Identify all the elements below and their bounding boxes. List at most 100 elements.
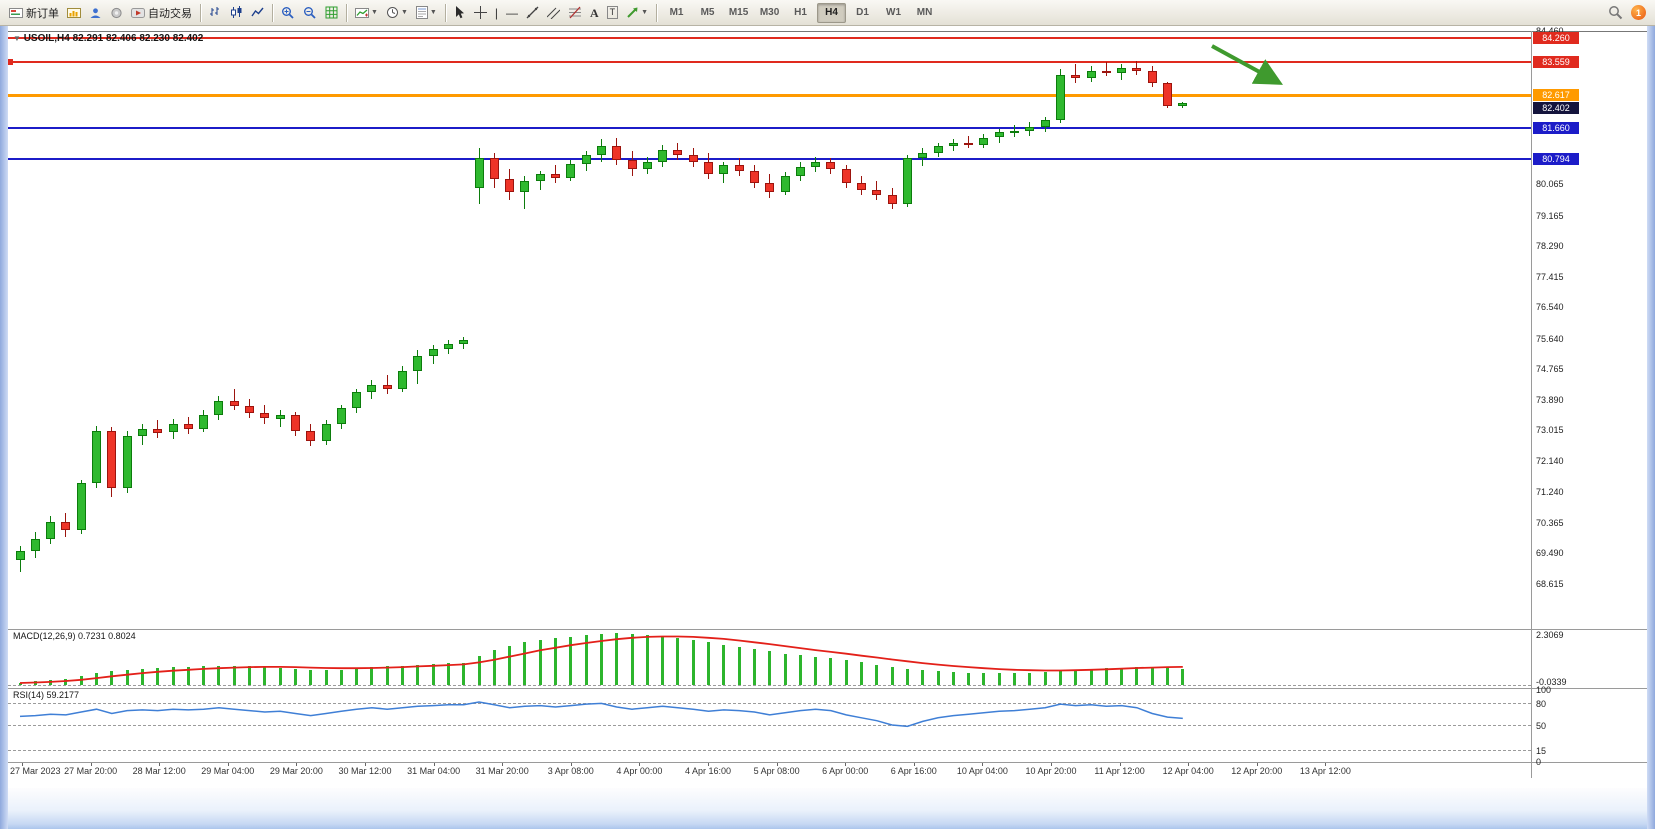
trendline-icon bbox=[526, 6, 539, 19]
macd-histogram-bar bbox=[722, 644, 726, 685]
trendline-button[interactable] bbox=[522, 1, 543, 25]
candle-body bbox=[489, 158, 499, 180]
time-axis-label[interactable]: 28 Mar 12:00 bbox=[132, 766, 186, 776]
time-axis-label[interactable]: 30 Mar 12:00 bbox=[338, 766, 392, 776]
candle-body bbox=[948, 142, 958, 147]
timeframe-m15[interactable]: M15 bbox=[728, 6, 749, 18]
candle-wick bbox=[233, 388, 235, 410]
templates-button[interactable]: ▼ bbox=[412, 1, 441, 25]
fibonacci-button[interactable] bbox=[564, 1, 586, 25]
time-axis-label[interactable]: 13 Apr 12:00 bbox=[1299, 766, 1351, 776]
timeframe-m1[interactable]: M1 bbox=[669, 6, 684, 18]
timeframe-m30[interactable]: M30 bbox=[759, 6, 780, 18]
time-axis-tick bbox=[845, 763, 847, 766]
candle-body bbox=[1025, 127, 1035, 131]
trend-arrow-annotation[interactable] bbox=[1211, 44, 1284, 85]
candle-body bbox=[704, 161, 713, 175]
horizontal-level-line[interactable] bbox=[8, 61, 1531, 64]
notifications-button[interactable]: 1 bbox=[1627, 1, 1650, 25]
candle-body bbox=[1178, 102, 1188, 107]
crosshair-button[interactable] bbox=[470, 1, 491, 25]
macd-histogram-bar bbox=[477, 655, 481, 685]
time-axis-label[interactable]: 31 Mar 04:00 bbox=[407, 766, 461, 776]
rsi-scale-label: 15 bbox=[1536, 746, 1547, 757]
price-level-tag: 80.794 bbox=[1533, 152, 1579, 165]
candle-body bbox=[566, 163, 576, 178]
chart-title-dropdown-icon[interactable]: ▼ bbox=[13, 34, 21, 43]
macd-histogram-bar bbox=[890, 666, 894, 685]
line-chart-type-button[interactable] bbox=[247, 1, 268, 25]
time-axis-label[interactable]: 11 Apr 12:00 bbox=[1094, 766, 1145, 776]
timeframe-w1[interactable]: W1 bbox=[886, 6, 902, 18]
indicators-button[interactable]: ▼ bbox=[351, 1, 382, 25]
horizontal-line-button[interactable]: — bbox=[502, 1, 522, 25]
candle-body bbox=[183, 423, 193, 429]
macd-histogram-bar bbox=[599, 633, 603, 685]
timeframe-mn[interactable]: MN bbox=[916, 6, 933, 18]
candlestick-type-button[interactable] bbox=[226, 1, 247, 25]
horizontal-level-line[interactable] bbox=[8, 36, 1531, 39]
time-axis-label[interactable]: 4 Apr 16:00 bbox=[684, 766, 732, 776]
time-axis-label[interactable]: 6 Apr 00:00 bbox=[822, 766, 869, 776]
macd-histogram-bar bbox=[95, 673, 98, 685]
time-axis-label[interactable]: 6 Apr 16:00 bbox=[890, 766, 937, 776]
candle-wick bbox=[1105, 62, 1107, 77]
candle-body bbox=[979, 137, 989, 145]
bar-chart-type-button[interactable] bbox=[205, 1, 226, 25]
chart-area[interactable]: ▼ USOIL,H4 82.291 82.406 82.230 82.402 M… bbox=[8, 26, 1647, 788]
time-axis-label[interactable]: 5 Apr 08:00 bbox=[753, 766, 800, 776]
text-button[interactable]: A bbox=[586, 1, 603, 25]
time-axis-label[interactable]: 31 Mar 20:00 bbox=[475, 766, 529, 776]
time-axis-label[interactable]: 29 Mar 20:00 bbox=[269, 766, 323, 776]
horizontal-level-line[interactable] bbox=[8, 127, 1531, 130]
vertical-line-button[interactable]: | bbox=[491, 1, 502, 25]
channel-button[interactable] bbox=[543, 1, 564, 25]
toolbar-separator bbox=[346, 3, 347, 22]
time-axis-label[interactable]: 10 Apr 20:00 bbox=[1025, 766, 1077, 776]
time-axis-label[interactable]: 10 Apr 04:00 bbox=[956, 766, 1008, 776]
time-axis-label[interactable]: 12 Apr 04:00 bbox=[1162, 766, 1214, 776]
grid-button[interactable] bbox=[321, 1, 342, 25]
price-axis-label: 70.365 bbox=[1536, 517, 1564, 528]
time-axis-label[interactable]: 29 Mar 04:00 bbox=[201, 766, 255, 776]
new-chart-button[interactable] bbox=[63, 1, 85, 25]
arrows-button[interactable]: ▼ bbox=[622, 1, 652, 25]
text-label-button[interactable]: T bbox=[603, 1, 623, 25]
time-axis-label[interactable]: 3 Apr 08:00 bbox=[547, 766, 594, 776]
macd-name: MACD(12,26,9) bbox=[13, 631, 76, 641]
profiles-button[interactable] bbox=[85, 1, 106, 25]
macd-histogram-bar bbox=[385, 666, 389, 685]
candle-wick bbox=[1075, 64, 1077, 84]
price-axis-label: 84.460 bbox=[1536, 26, 1564, 36]
timeframe-d1[interactable]: D1 bbox=[856, 6, 869, 18]
cursor-button[interactable] bbox=[450, 1, 470, 25]
zoom-in-button[interactable] bbox=[277, 1, 299, 25]
zoom-out-button[interactable] bbox=[299, 1, 321, 25]
rsi-scale-label: 0 bbox=[1536, 757, 1542, 767]
timeframe-h1[interactable]: H1 bbox=[794, 6, 807, 18]
time-axis-label[interactable]: 27 Mar 20:00 bbox=[64, 766, 118, 776]
time-axis-label[interactable]: 27 Mar 2023 bbox=[10, 766, 61, 776]
candle-body bbox=[474, 158, 484, 189]
timeframe-h4[interactable]: H4 bbox=[817, 2, 847, 23]
candle-body bbox=[627, 160, 637, 169]
horizontal-level-line[interactable] bbox=[8, 157, 1531, 160]
timeframe-m5[interactable]: M5 bbox=[700, 6, 715, 18]
horizontal-level-line[interactable] bbox=[8, 93, 1531, 97]
candle-body bbox=[933, 146, 943, 154]
time-axis-label[interactable]: 4 Apr 00:00 bbox=[616, 766, 663, 776]
auto-trading-button[interactable]: 自动交易 bbox=[127, 1, 196, 25]
macd-histogram-bar bbox=[1013, 673, 1016, 685]
candle-body bbox=[581, 154, 591, 164]
candle-body bbox=[46, 521, 56, 539]
new-order-button[interactable]: 新订单 bbox=[5, 1, 63, 25]
time-axis-label[interactable]: 12 Apr 20:00 bbox=[1231, 766, 1283, 776]
data-window-button[interactable] bbox=[106, 1, 127, 25]
search-button[interactable] bbox=[1604, 1, 1627, 25]
periods-button[interactable]: ▼ bbox=[382, 1, 412, 25]
macd-histogram-bar bbox=[814, 656, 818, 685]
candle-body bbox=[596, 146, 606, 155]
candle-body bbox=[214, 401, 224, 416]
price-axis-label: 74.765 bbox=[1536, 364, 1564, 375]
candle-body bbox=[398, 371, 407, 389]
